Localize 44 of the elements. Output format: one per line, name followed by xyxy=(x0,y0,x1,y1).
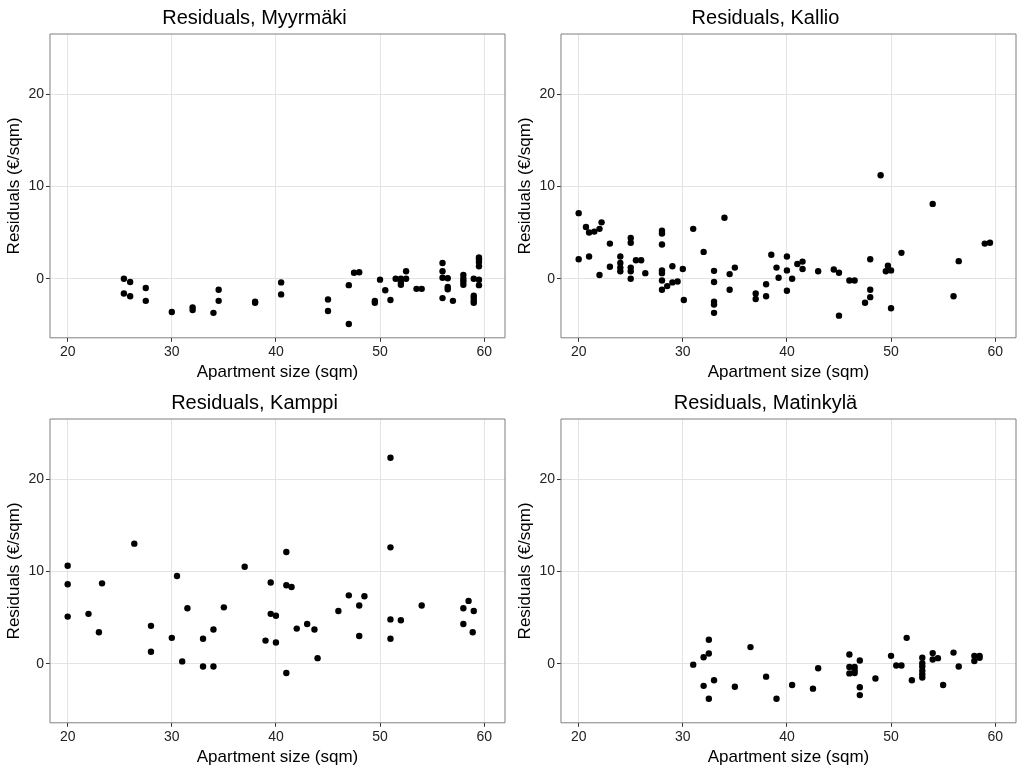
y-axis-title: Residuals (€/sqm) xyxy=(514,502,534,640)
x-tick-label: 30 xyxy=(164,343,180,360)
y-tick-label: 0 xyxy=(36,269,45,286)
x-tick-label: 30 xyxy=(675,343,691,360)
x-tick-label: 40 xyxy=(779,728,795,745)
x-tick-label: 60 xyxy=(476,343,493,360)
x-tick-label: 30 xyxy=(164,728,180,745)
x-axis-title: Apartment size (sqm) xyxy=(707,362,870,382)
y-tick-label: 20 xyxy=(539,84,556,101)
y-tick-label: 0 xyxy=(547,269,556,286)
x-tick-label: 60 xyxy=(987,728,1004,745)
y-tick-label: 0 xyxy=(547,654,556,671)
y-tick-label: 10 xyxy=(539,562,556,579)
x-tick-label: 20 xyxy=(570,343,587,360)
y-tick-label: 20 xyxy=(28,84,45,101)
y-tick-label: 20 xyxy=(28,469,45,486)
x-axis-title: Apartment size (sqm) xyxy=(707,747,870,767)
x-tick-label: 50 xyxy=(372,343,389,360)
x-tick-label: 40 xyxy=(268,728,284,745)
y-axis-title: Residuals (€/sqm) xyxy=(3,502,23,640)
x-tick-label: 30 xyxy=(675,728,691,745)
y-tick-label: 10 xyxy=(539,177,556,194)
chart-title: Residuals, Kallio xyxy=(691,5,840,28)
x-tick-label: 40 xyxy=(779,343,795,360)
y-tick-label: 0 xyxy=(36,654,45,671)
y-axis-title: Residuals (€/sqm) xyxy=(3,117,23,255)
chart-title: Residuals, Myyrmäki xyxy=(162,5,347,28)
y-axis-title: Residuals (€/sqm) xyxy=(514,117,534,255)
x-tick-label: 20 xyxy=(59,343,76,360)
y-tick-label: 20 xyxy=(539,469,556,486)
x-tick-label: 20 xyxy=(570,728,587,745)
y-tick-label: 10 xyxy=(28,562,45,579)
x-axis-title: Apartment size (sqm) xyxy=(196,747,359,767)
x-tick-label: 40 xyxy=(268,343,284,360)
x-tick-label: 60 xyxy=(476,728,493,745)
x-tick-label: 60 xyxy=(987,343,1004,360)
chart-title: Residuals, Matinkylä xyxy=(673,390,859,413)
chart-title: Residuals, Kamppi xyxy=(171,390,338,413)
x-tick-label: 50 xyxy=(883,343,900,360)
x-tick-label: 50 xyxy=(883,728,900,745)
x-axis-title: Apartment size (sqm) xyxy=(196,362,359,382)
x-tick-label: 20 xyxy=(59,728,76,745)
x-tick-label: 50 xyxy=(372,728,389,745)
y-tick-label: 10 xyxy=(28,177,45,194)
